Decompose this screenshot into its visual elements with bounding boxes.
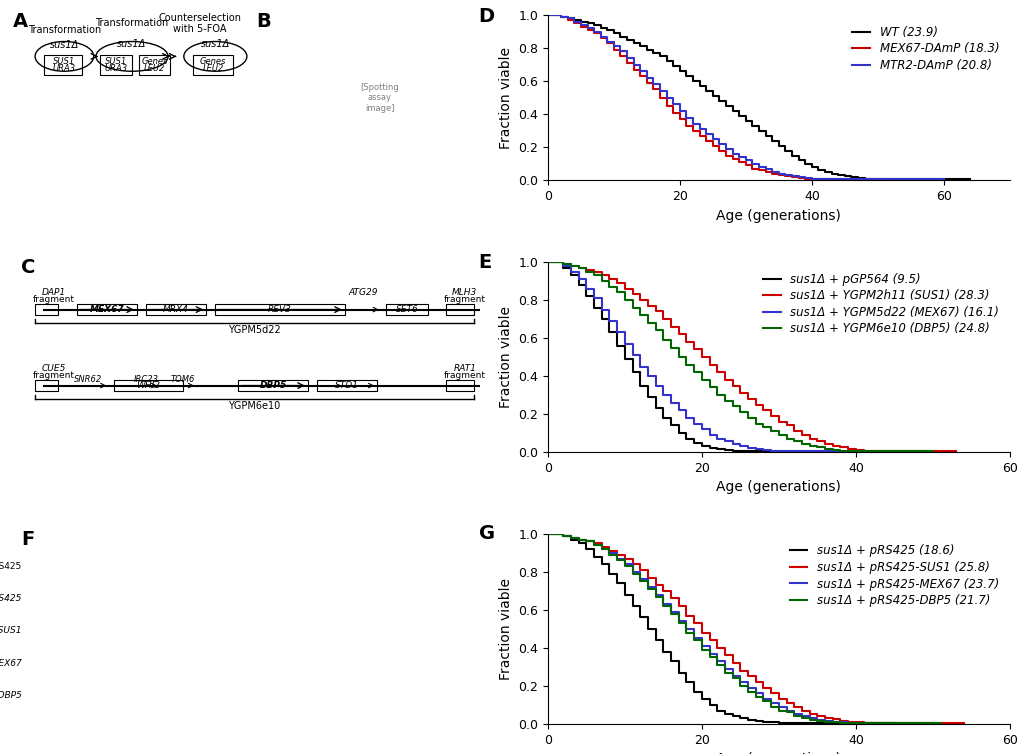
Text: IRC23: IRC23 xyxy=(133,375,158,385)
Bar xyxy=(193,55,233,75)
Bar xyxy=(76,304,137,315)
Text: DBP5: DBP5 xyxy=(259,381,286,390)
Text: STD1: STD1 xyxy=(334,381,359,390)
Bar xyxy=(139,55,170,75)
Text: sus1Δ: sus1Δ xyxy=(201,39,229,49)
X-axis label: Age (generations): Age (generations) xyxy=(715,480,841,495)
Text: G: G xyxy=(478,524,494,544)
Bar xyxy=(386,304,427,315)
Text: E: E xyxy=(478,253,491,271)
Text: sus1Δ: sus1Δ xyxy=(117,39,147,49)
Text: LEU2: LEU2 xyxy=(202,64,223,73)
Text: [Spotting
assay
image]: [Spotting assay image] xyxy=(360,83,398,112)
Bar xyxy=(44,55,83,75)
Text: fragment: fragment xyxy=(443,371,485,379)
Bar xyxy=(36,380,58,391)
Bar xyxy=(36,304,58,315)
Text: B: B xyxy=(256,12,270,31)
Text: MRX4: MRX4 xyxy=(163,305,189,314)
Text: fragment: fragment xyxy=(33,295,74,304)
Text: SET6: SET6 xyxy=(395,305,418,314)
X-axis label: Age (generations): Age (generations) xyxy=(715,752,841,754)
Legend: sus1Δ + pGP564 (9.5), sus1Δ + YGPM2h11 (SUS1) (28.3), sus1Δ + YGPM5d22 (MEX67) (: sus1Δ + pGP564 (9.5), sus1Δ + YGPM2h11 (… xyxy=(758,268,1003,340)
Text: URA3: URA3 xyxy=(53,64,75,73)
Y-axis label: Fraction viable: Fraction viable xyxy=(498,578,513,680)
Text: ATG29: ATG29 xyxy=(348,288,377,297)
Text: sus1Δ + pRS425-DBP5: sus1Δ + pRS425-DBP5 xyxy=(0,691,21,700)
Text: CUE5: CUE5 xyxy=(42,364,66,373)
Text: YGPM5d22: YGPM5d22 xyxy=(228,326,280,336)
Text: A: A xyxy=(12,12,28,31)
Text: YGPM6e10: YGPM6e10 xyxy=(228,401,280,412)
Legend: sus1Δ + pRS425 (18.6), sus1Δ + pRS425-SUS1 (25.8), sus1Δ + pRS425-MEX67 (23.7), : sus1Δ + pRS425 (18.6), sus1Δ + pRS425-SU… xyxy=(785,540,1003,611)
Y-axis label: Fraction viable: Fraction viable xyxy=(498,306,513,408)
Text: Transformation: Transformation xyxy=(28,25,101,35)
Text: LEU2: LEU2 xyxy=(144,64,165,73)
Text: Genes: Genes xyxy=(200,57,226,66)
Text: WHI2: WHI2 xyxy=(137,381,160,390)
Text: Transformation: Transformation xyxy=(95,18,168,29)
Text: SNR62: SNR62 xyxy=(74,375,102,385)
Text: WT + pRS425: WT + pRS425 xyxy=(0,562,21,571)
Text: URA3: URA3 xyxy=(105,64,127,73)
Bar xyxy=(317,380,377,391)
Bar xyxy=(146,304,206,315)
Text: Genes: Genes xyxy=(142,57,167,66)
Text: SUS1: SUS1 xyxy=(105,57,127,66)
Legend: WT (23.9), MEX67-DAmP (18.3), MTR2-DAmP (20.8): WT (23.9), MEX67-DAmP (18.3), MTR2-DAmP … xyxy=(847,21,1003,76)
Text: sus1Δ + pRS425-MEX67: sus1Δ + pRS425-MEX67 xyxy=(0,658,21,667)
Text: fragment: fragment xyxy=(443,295,485,304)
Y-axis label: Fraction viable: Fraction viable xyxy=(498,47,513,149)
X-axis label: Age (generations): Age (generations) xyxy=(715,209,841,222)
Text: MEX67: MEX67 xyxy=(90,305,124,314)
Text: fragment: fragment xyxy=(33,371,74,379)
Text: DAP1: DAP1 xyxy=(42,288,65,297)
Bar xyxy=(100,55,131,75)
Bar xyxy=(446,304,474,315)
Text: SUS1: SUS1 xyxy=(53,57,75,66)
Bar xyxy=(114,380,182,391)
Text: sus1Δ + pRS425: sus1Δ + pRS425 xyxy=(0,594,21,603)
Bar xyxy=(215,304,344,315)
Text: F: F xyxy=(21,530,35,549)
Text: Counterselection
with 5-FOA: Counterselection with 5-FOA xyxy=(158,13,240,34)
Text: MLH3: MLH3 xyxy=(451,288,477,297)
Text: TOM6: TOM6 xyxy=(170,375,195,385)
Text: RAT1: RAT1 xyxy=(452,364,476,373)
Text: sus1Δ + pRS425-SUS1: sus1Δ + pRS425-SUS1 xyxy=(0,627,21,635)
Text: C: C xyxy=(21,259,36,277)
Text: sus1Δ: sus1Δ xyxy=(50,40,78,50)
Bar xyxy=(446,380,474,391)
Bar xyxy=(238,380,308,391)
Text: REV3: REV3 xyxy=(268,305,291,314)
Text: D: D xyxy=(478,7,494,26)
